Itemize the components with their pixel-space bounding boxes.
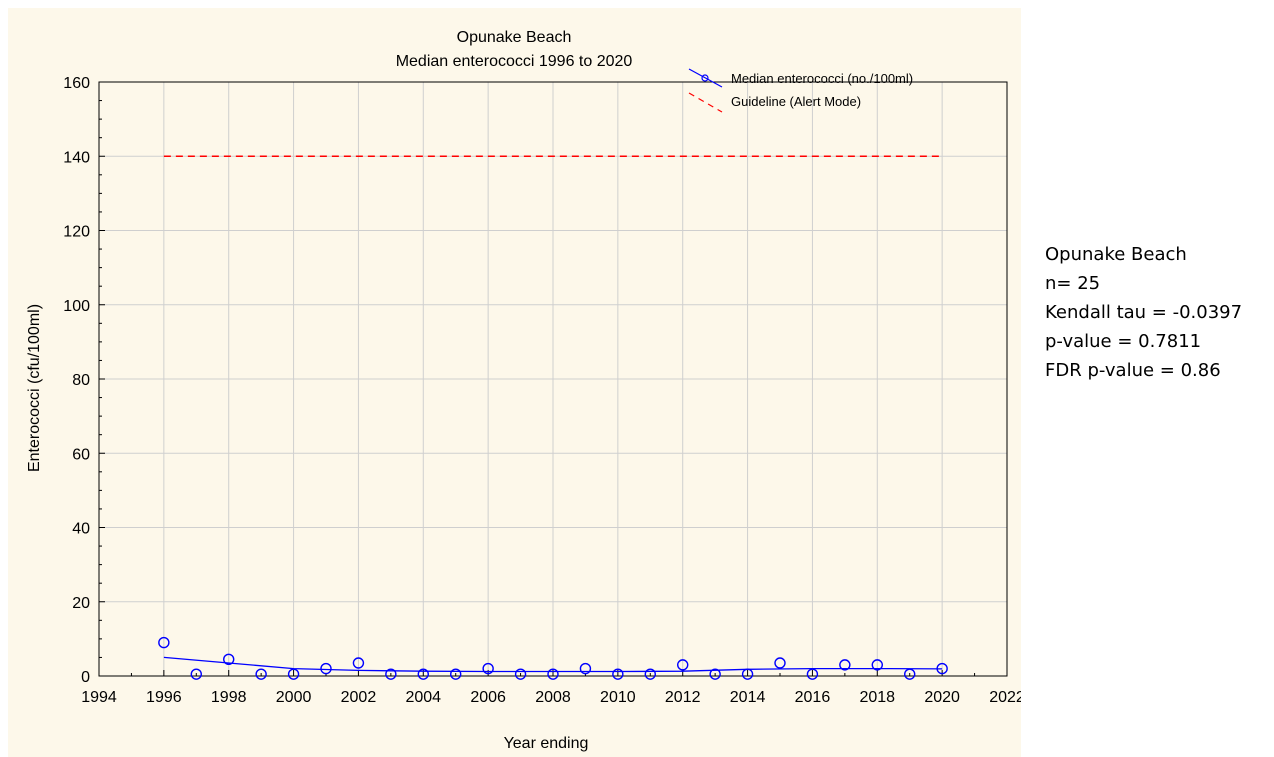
data-point <box>741 668 754 680</box>
x-tick-label: 2016 <box>795 689 831 706</box>
y-tick-label: 20 <box>72 595 90 612</box>
y-tick-label: 160 <box>63 75 90 92</box>
y-tick-label: 120 <box>63 224 90 241</box>
y-axis-label: Enterococci (cfu/100ml) <box>26 304 43 472</box>
x-tick-label: 2002 <box>341 689 377 706</box>
legend-marker-median <box>701 74 709 82</box>
x-tick-label: 2008 <box>535 689 571 706</box>
x-tick-label: 1998 <box>211 689 247 706</box>
data-point <box>223 653 235 665</box>
data-point <box>514 668 527 680</box>
x-tick-label: 2000 <box>276 689 312 706</box>
y-tick-label: 0 <box>81 669 90 686</box>
data-point <box>677 659 689 671</box>
grid-layer <box>99 82 1007 676</box>
legend-label-median: Median enterococci (no./100ml) <box>731 71 913 86</box>
data-point <box>255 668 267 680</box>
x-axis-label: Year ending <box>504 735 589 752</box>
legend-label-guideline: Guideline (Alert Mode) <box>731 94 861 109</box>
y-tick-label: 40 <box>72 521 90 538</box>
chart-panel: Opunake Beach Median enterococci 1996 to… <box>8 8 1021 757</box>
data-point <box>936 662 948 675</box>
x-tick-label: 2014 <box>730 689 766 706</box>
data-point <box>644 668 656 680</box>
stats-kendall-tau: Kendall tau = -0.0397 <box>1045 302 1243 323</box>
chart-subtitle: Median enterococci 1996 to 2020 <box>396 53 633 70</box>
y-tick-label: 60 <box>72 446 90 463</box>
data-point <box>774 657 786 669</box>
legend-swatch-median <box>688 68 723 88</box>
data-point <box>352 657 365 669</box>
data-point <box>482 662 494 675</box>
chart-title: Opunake Beach <box>457 29 572 46</box>
stats-p-value: p-value = 0.7811 <box>1045 331 1202 352</box>
chart-svg: Opunake Beach Median enterococci 1996 to… <box>26 29 1021 752</box>
data-point <box>871 659 883 671</box>
x-tick-label: 1994 <box>81 689 117 706</box>
data-point <box>417 668 429 680</box>
data-point <box>547 668 559 680</box>
x-tick-label: 2020 <box>924 689 960 706</box>
stats-fdr-p-value: FDR p-value = 0.86 <box>1045 360 1221 381</box>
stats-n: n= 25 <box>1045 273 1101 294</box>
stats-panel: Opunake Beach n= 25 Kendall tau = -0.039… <box>1045 240 1242 385</box>
x-tick-label: 1996 <box>146 689 182 706</box>
data-point <box>158 636 170 649</box>
data-point <box>450 668 462 680</box>
y-tick-label: 80 <box>72 372 90 389</box>
series-layer <box>158 155 948 680</box>
data-point <box>579 662 592 675</box>
data-point <box>190 668 202 680</box>
stats-site: Opunake Beach <box>1045 244 1187 265</box>
x-tick-label: 2004 <box>405 689 441 706</box>
data-point <box>839 659 851 671</box>
data-point <box>385 668 397 680</box>
x-tick-label: 2022 <box>989 689 1021 706</box>
x-tick-label: 2006 <box>470 689 506 706</box>
data-point <box>904 668 916 680</box>
ticks-layer: 1994 1996 1998 2000 2002 2004 2006 2008 2010 2012… <box>63 75 1021 706</box>
data-point <box>806 668 819 680</box>
data-point <box>287 668 300 680</box>
data-point <box>709 668 721 680</box>
data-point <box>320 662 332 675</box>
x-tick-label: 2010 <box>600 689 636 706</box>
legend-swatch-guideline <box>688 92 723 113</box>
legend: Median enterococci (no./100ml) Guideline… <box>688 68 913 113</box>
y-tick-label: 100 <box>63 298 90 315</box>
data-point <box>612 668 624 680</box>
x-tick-label: 2012 <box>665 689 701 706</box>
y-tick-label: 140 <box>63 149 90 166</box>
x-tick-label: 2018 <box>859 689 895 706</box>
